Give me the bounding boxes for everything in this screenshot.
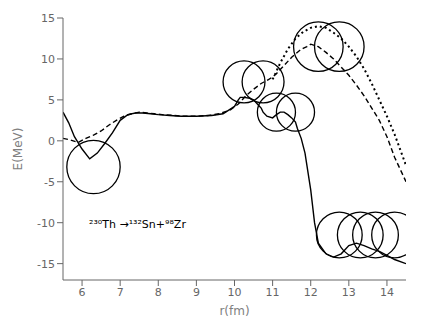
svg-text:0: 0 (48, 135, 55, 148)
svg-text:r(fm): r(fm) (219, 304, 249, 318)
svg-text:13: 13 (342, 286, 356, 299)
svg-text:8: 8 (155, 286, 162, 299)
svg-text:14: 14 (380, 286, 394, 299)
svg-text:12: 12 (304, 286, 318, 299)
svg-text:7: 7 (117, 286, 124, 299)
svg-text:6: 6 (79, 286, 86, 299)
svg-text:-10: -10 (37, 217, 55, 230)
html-text:²³⁰Th →¹³²Sn+⁹⁸Zr: ²³⁰Th →¹³²Sn+⁹⁸Zr (82, 218, 186, 231)
svg-text:E(MeV): E(MeV) (11, 128, 25, 171)
svg-text:10: 10 (41, 53, 55, 66)
svg-text:5: 5 (48, 94, 55, 107)
svg-text:9: 9 (193, 286, 200, 299)
svg-text:10: 10 (228, 286, 242, 299)
svg-text:-15: -15 (37, 258, 55, 271)
svg-text:15: 15 (41, 12, 55, 25)
svg-text:-5: -5 (44, 176, 55, 189)
svg-text:11: 11 (266, 286, 280, 299)
